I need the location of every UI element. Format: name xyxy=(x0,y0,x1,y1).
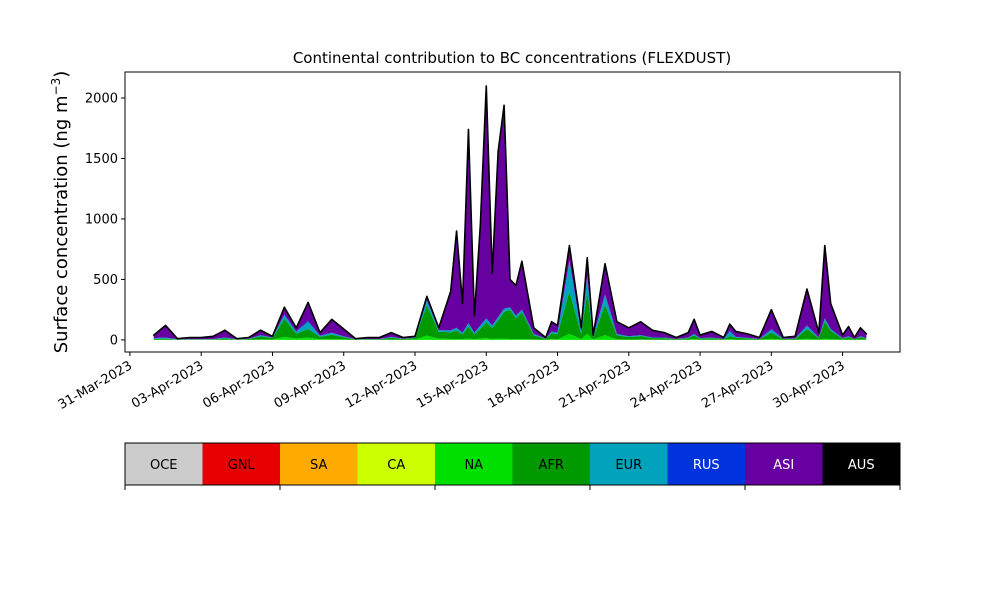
legend-swatch xyxy=(512,443,590,485)
y-tick-label: 0 xyxy=(110,333,118,348)
y-axis-label-exponent: −3 xyxy=(49,78,63,96)
legend-swatch xyxy=(435,443,513,485)
y-axis-label-text: Surface concentration (ng m xyxy=(51,95,72,353)
legend-swatch xyxy=(280,443,358,485)
x-tick-label: 24-Apr-2023 xyxy=(628,358,705,411)
plot-frame xyxy=(124,71,901,353)
legend-swatch xyxy=(357,443,435,485)
x-tick-label: 27-Apr-2023 xyxy=(699,358,776,411)
legend-swatch xyxy=(125,443,203,485)
y-tick-label: 1500 xyxy=(85,152,118,167)
x-tick-label: 21-Apr-2023 xyxy=(557,358,634,411)
x-tick-label: 15-Apr-2023 xyxy=(414,358,491,411)
x-tick-label: 06-Apr-2023 xyxy=(200,358,277,411)
legend-label: CA xyxy=(387,458,405,473)
legend-label: AFR xyxy=(539,458,564,473)
chart-title: Continental contribution to BC concentra… xyxy=(293,49,731,67)
legend-label: GNL xyxy=(228,458,256,473)
legend-swatch xyxy=(590,443,668,485)
legend-label: SA xyxy=(310,458,327,473)
area xyxy=(153,291,867,340)
legend-swatch xyxy=(745,443,823,485)
y-tick-label: 500 xyxy=(93,273,118,288)
legend-label: EUR xyxy=(615,458,642,473)
legend-label: AUS xyxy=(848,458,875,473)
y-axis-label: Surface concentration (ng m−3) xyxy=(49,71,72,354)
x-tick-label: 18-Apr-2023 xyxy=(485,358,562,411)
legend-label: RUS xyxy=(693,458,720,473)
y-axis-label-end: ) xyxy=(51,71,72,78)
x-tick-label: 30-Apr-2023 xyxy=(770,358,847,411)
legend-frame xyxy=(124,442,901,486)
y-tick-label: 1000 xyxy=(85,212,118,227)
legend-swatch xyxy=(202,443,280,485)
x-tick-label: 31-Mar-2023 xyxy=(56,358,135,412)
x-tick-label: 12-Apr-2023 xyxy=(343,358,420,411)
x-tick-label: 09-Apr-2023 xyxy=(272,358,349,411)
legend-label: NA xyxy=(464,458,483,473)
legend-swatch xyxy=(822,443,900,485)
x-tick-label: 03-Apr-2023 xyxy=(129,358,206,411)
area xyxy=(153,85,867,340)
legend-label: OCE xyxy=(150,458,178,473)
legend-swatch xyxy=(667,443,745,485)
legend-label: ASI xyxy=(773,458,794,473)
area xyxy=(152,85,868,340)
y-tick-label: 2000 xyxy=(85,92,118,107)
